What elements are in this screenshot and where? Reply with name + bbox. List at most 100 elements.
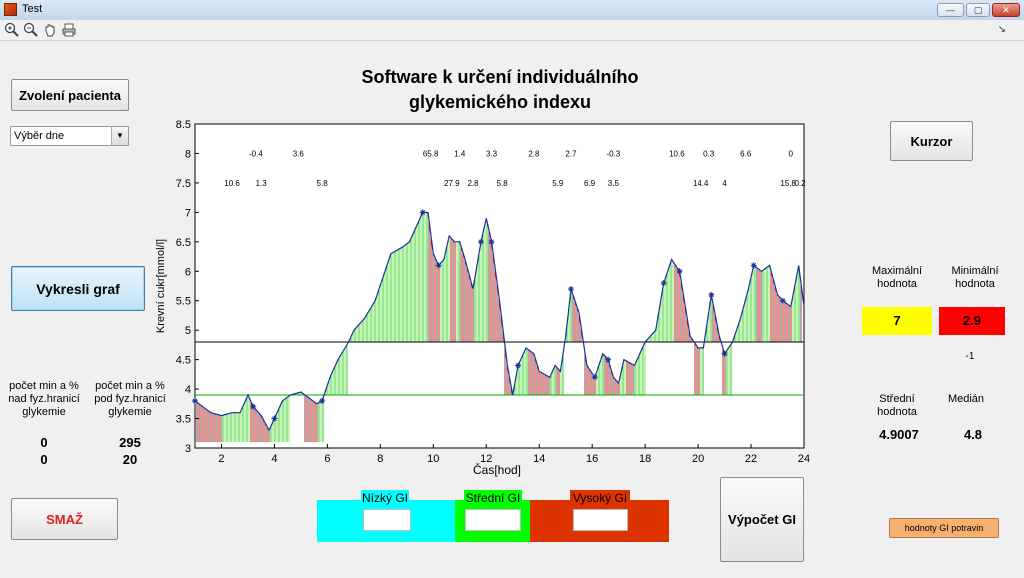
pan-hand-icon[interactable]	[42, 22, 58, 38]
below-limit-label: počet min a % pod fyz.hranicí glykemie	[94, 380, 166, 418]
area-fills	[196, 212, 802, 443]
data-marker	[605, 356, 612, 363]
annotation-label: 6.9	[584, 179, 596, 188]
data-marker	[660, 280, 667, 287]
data-marker	[676, 268, 683, 275]
page-title: Software k určení individuálního glykemi…	[300, 65, 700, 115]
data-marker	[515, 362, 522, 369]
page-title-line1: Software k určení individuálního	[361, 67, 639, 87]
y-tick-label: 6.5	[176, 237, 191, 249]
data-marker	[567, 285, 574, 292]
annotation-label: 27.9	[444, 179, 460, 188]
y-tick-label: 3	[185, 443, 191, 455]
figure-toolbar: ↘	[0, 20, 1024, 41]
annotation-label: 3.3	[486, 149, 498, 158]
x-tick-label: 6	[324, 453, 330, 465]
delete-button[interactable]: SMAŽ	[11, 498, 118, 540]
above-limit-minutes: 0	[40, 435, 48, 450]
annotation-label: 15.8	[780, 179, 796, 188]
draw-graph-button[interactable]: Vykresli graf	[11, 266, 145, 311]
y-tick-label: 7.5	[176, 178, 191, 190]
annotation-label: 10.6	[669, 149, 685, 158]
high-gi-panel	[530, 500, 669, 542]
annotation-label: 0	[789, 149, 794, 158]
matlab-icon	[4, 3, 17, 16]
data-marker	[750, 262, 757, 269]
zoom-in-icon[interactable]	[4, 22, 20, 38]
minimize-button[interactable]: —	[937, 3, 964, 17]
plot-area	[194, 123, 805, 449]
data-marker	[488, 238, 495, 245]
min-value: 2.9	[939, 307, 1005, 335]
window-titlebar: Test — ▢ ✕	[0, 0, 1024, 21]
x-tick-label: 22	[745, 453, 757, 465]
median-value: 4.8	[963, 427, 983, 442]
x-tick-label: 10	[427, 453, 439, 465]
low-gi-input[interactable]	[363, 509, 411, 531]
high-gi-input[interactable]	[573, 509, 628, 531]
annotation-label: 1.3	[256, 179, 268, 188]
x-tick-label: 2	[218, 453, 224, 465]
select-patient-button[interactable]: Zvolení pacienta	[11, 79, 129, 111]
data-marker	[477, 238, 484, 245]
median-label: Medián	[947, 393, 985, 405]
data-marker	[779, 297, 786, 304]
data-marker	[591, 374, 598, 381]
annotation-label: 0.2	[794, 179, 806, 188]
annotation-label: 3.6	[293, 149, 305, 158]
data-marker	[250, 403, 257, 410]
axis-ticks: 2 4 6 8 10 12 14 16 18 20 22 2433.544.555.566.577.5…	[176, 119, 810, 465]
x-tick-label: 12	[480, 453, 492, 465]
zoom-out-icon[interactable]	[23, 22, 39, 38]
window-title: Test	[22, 3, 43, 15]
annotations: -0.4 3.6 65.8 1.4 3.3 2.8 2.7 -0.3 10.6 0.3 6.6 0 10…	[224, 149, 806, 187]
x-tick-label: 20	[692, 453, 704, 465]
maximize-button[interactable]: ▢	[966, 3, 990, 17]
data-marker	[721, 350, 728, 357]
cursor-button[interactable]: Kurzor	[890, 121, 973, 161]
medium-gi-input[interactable]	[465, 509, 521, 531]
below-limit-minutes: 295	[119, 435, 141, 450]
compute-gi-button[interactable]: Výpočet GI	[720, 477, 804, 562]
data-marker	[319, 397, 326, 404]
y-tick-label: 5.5	[176, 296, 191, 308]
mean-label: Střední hodnota	[877, 393, 917, 418]
day-select-value: Výběr dne	[14, 130, 65, 142]
chevron-down-icon[interactable]: ▼	[111, 127, 128, 145]
annotation-label: 2.8	[467, 179, 479, 188]
data-series	[192, 209, 805, 432]
x-tick-label: 14	[533, 453, 545, 465]
food-gi-values-button[interactable]: hodnoty GI potravin	[889, 518, 999, 538]
annotation-label: 4	[722, 179, 727, 188]
below-limit-percent: 20	[122, 452, 138, 467]
annotation-label: 65.8	[423, 149, 439, 158]
x-tick-label: 8	[377, 453, 383, 465]
x-axis-label: Čas[hod]	[473, 462, 521, 477]
y-tick-label: 4	[185, 384, 191, 396]
annotation-label: 1.4	[454, 149, 466, 158]
min-label: Minimální hodnota	[951, 265, 999, 290]
mean-value: 4.9007	[879, 427, 919, 442]
x-tick-label: 18	[639, 453, 651, 465]
above-limit-percent: 0	[40, 452, 48, 467]
low-gi-label: Nízký GI	[361, 490, 409, 506]
dock-arrow-icon[interactable]: ↘	[997, 24, 1006, 35]
max-label: Maximální hodnota	[871, 265, 923, 290]
annotation-label: 2.7	[565, 149, 577, 158]
reference-lines	[195, 341, 804, 396]
data-marker	[271, 415, 278, 422]
annotation-label: 14.4	[693, 179, 709, 188]
y-tick-label: 3.5	[176, 414, 191, 426]
min-index-value: -1	[965, 351, 975, 362]
annotation-label: 2.8	[528, 149, 540, 158]
data-marker	[708, 291, 715, 298]
x-tick-label: 4	[271, 453, 277, 465]
close-button[interactable]: ✕	[992, 3, 1020, 17]
y-tick-label: 8.5	[176, 119, 191, 131]
y-tick-label: 6	[185, 266, 191, 278]
print-icon[interactable]	[61, 22, 77, 38]
medium-gi-label: Střední GI	[464, 490, 522, 506]
data-marker	[419, 209, 426, 216]
day-select[interactable]: Výběr dne ▼	[10, 126, 129, 146]
low-gi-panel	[317, 500, 455, 542]
